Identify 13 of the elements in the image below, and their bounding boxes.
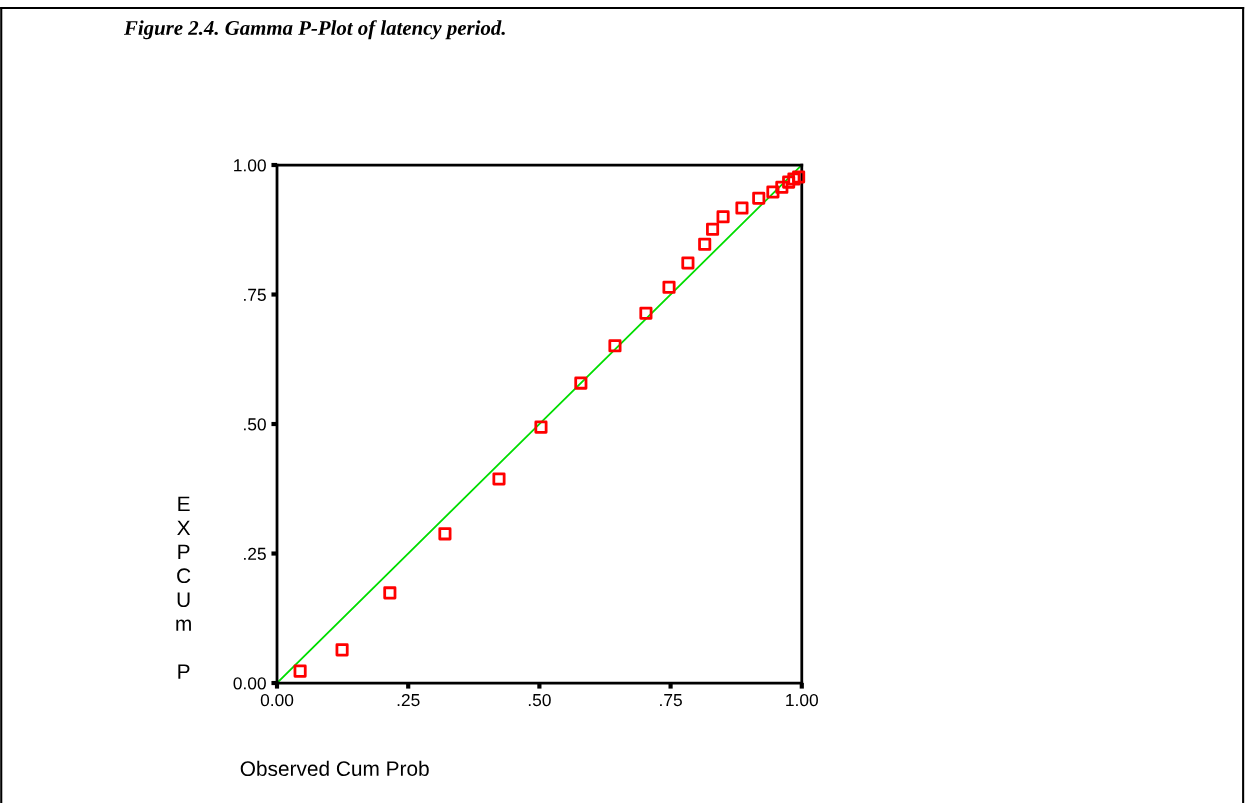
y-tick-label: .75 xyxy=(244,288,266,301)
y-tick-label: 1.00 xyxy=(234,159,266,172)
y-tick-label: .25 xyxy=(244,547,266,560)
y-tick-label: 0.00 xyxy=(233,677,266,690)
x-tick-label: .50 xyxy=(528,693,551,707)
x-tick-label: .25 xyxy=(397,693,420,707)
y-tick-label: .50 xyxy=(244,418,266,431)
x-axis-title: Observed Cum Prob xyxy=(240,760,429,777)
x-tick-label: 1.00 xyxy=(786,693,818,707)
x-tick-label: .75 xyxy=(660,694,682,707)
text: EXPCUm P xyxy=(176,496,191,679)
chart-title: Figure 2.4. Gamma P-Plot of latency period. xyxy=(123,20,505,40)
x-tick-label: 0.00 xyxy=(260,693,294,707)
